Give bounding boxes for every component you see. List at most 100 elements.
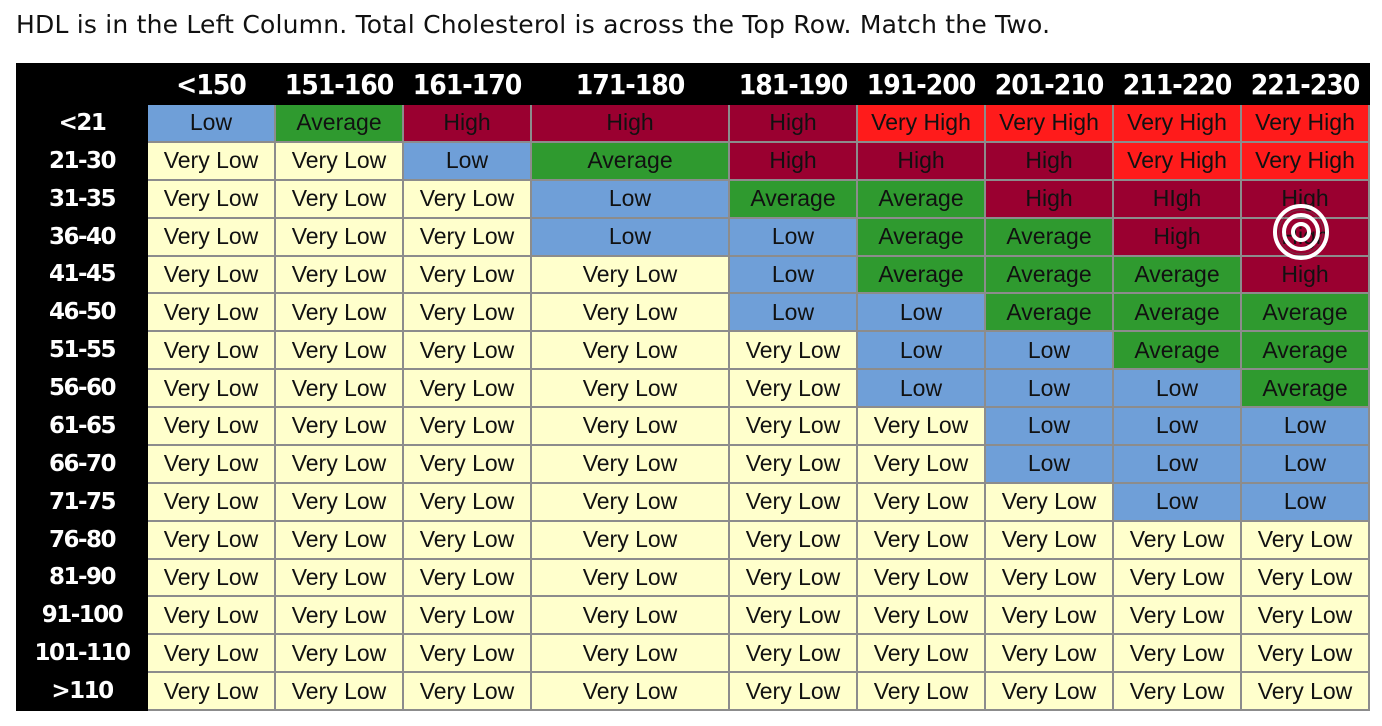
table-row: 101-110 Very Low Very Low Very Low Very Low V…	[16, 633, 1370, 674]
rating-cell: Very Low	[402, 443, 532, 484]
rating-cell: Very Low	[402, 633, 532, 674]
rating-cell: Average	[856, 216, 986, 257]
table-row: <21 Low Average High High High Very High Very H…	[16, 103, 1370, 143]
rating-cell: Very Low	[530, 557, 730, 598]
rating-cell: Average	[984, 254, 1114, 295]
rating-cell: Very Low	[146, 178, 276, 219]
rating-cell: Average	[984, 292, 1114, 333]
row-header: 61-65	[16, 406, 148, 446]
rating-cell: Very Low	[402, 216, 532, 257]
rating-cell: High	[1240, 178, 1370, 219]
rating-cell: Very Low	[402, 557, 532, 598]
rating-cell: Very Low	[402, 178, 532, 219]
rating-cell: Very Low	[728, 671, 858, 711]
rating-cell: Very Low	[274, 633, 404, 674]
rating-cell: Very Low	[274, 595, 404, 636]
rating-cell: High	[402, 103, 532, 143]
rating-cell: Very Low	[984, 557, 1114, 598]
rating-cell: Very Low	[146, 671, 276, 711]
table-row: >110 Very Low Very Low Very Low Very Low Very…	[16, 671, 1370, 711]
rating-cell: Very Low	[856, 406, 986, 446]
rating-cell: Very Low	[1240, 557, 1370, 598]
rating-cell: Very Low	[274, 481, 404, 522]
rating-cell: Very Low	[146, 557, 276, 598]
rating-cell: Very High	[1240, 140, 1370, 181]
rating-cell: Very Low	[274, 178, 404, 219]
table-row: 76-80 Very Low Very Low Very Low Very Low Ver…	[16, 519, 1370, 560]
rating-cell: Very Low	[274, 519, 404, 560]
rating-cell: Low	[1240, 406, 1370, 446]
row-header: 46-50	[16, 292, 148, 333]
rating-cell: Low	[984, 443, 1114, 484]
column-header: 161-170	[402, 63, 532, 105]
column-header: 151-160	[274, 63, 404, 105]
column-header: 171-180	[530, 63, 730, 105]
rating-cell: Very Low	[856, 595, 986, 636]
rating-cell: Low	[856, 368, 986, 408]
rating-cell: Very Low	[146, 216, 276, 257]
rating-cell: Very Low	[146, 368, 276, 408]
rating-cell: Very Low	[984, 481, 1114, 522]
row-header: 36-40	[16, 216, 148, 257]
rating-cell: Very Low	[728, 443, 858, 484]
header-row: <150 151-160 161-170 171-180 181-190 191-200 2…	[16, 63, 1370, 105]
rating-cell: Very Low	[856, 557, 986, 598]
rating-cell: Very Low	[402, 519, 532, 560]
rating-cell: Very Low	[146, 140, 276, 181]
rating-cell: Very Low	[728, 406, 858, 446]
rating-cell: Very Low	[1112, 557, 1242, 598]
rating-cell: Very Low	[402, 406, 532, 446]
rating-cell: High	[530, 103, 730, 143]
rating-cell: Very Low	[274, 443, 404, 484]
column-header: 181-190	[728, 63, 858, 105]
row-header: 51-55	[16, 330, 148, 371]
rating-cell: Very Low	[1240, 671, 1370, 711]
row-header: 91-100	[16, 595, 148, 636]
rating-cell: Very Low	[1240, 633, 1370, 674]
rating-cell: Average	[856, 254, 986, 295]
rating-cell: Very Low	[402, 671, 532, 711]
rating-cell: High	[984, 178, 1114, 219]
rating-cell: Average	[856, 178, 986, 219]
table-row: 81-90 Very Low Very Low Very Low Very Low Ver…	[16, 557, 1370, 598]
row-header: 66-70	[16, 443, 148, 484]
row-header: 76-80	[16, 519, 148, 560]
row-header: 56-60	[16, 368, 148, 408]
rating-cell: Very High	[1240, 103, 1370, 143]
table-row: 31-35 Very Low Very Low Very Low Low Average A…	[16, 178, 1370, 219]
table-row: 51-55 Very Low Very Low Very Low Very Low Ver…	[16, 330, 1370, 371]
rating-cell: Very Low	[1112, 595, 1242, 636]
rating-cell: Average	[1240, 330, 1370, 371]
rating-cell: Low	[1112, 481, 1242, 522]
rating-cell: Very Low	[146, 633, 276, 674]
rating-cell: Very Low	[530, 368, 730, 408]
rating-cell: Very Low	[146, 254, 276, 295]
rating-cell: Very Low	[984, 671, 1114, 711]
rating-cell: High	[1112, 216, 1242, 257]
table-row: 21-30 Very Low Very Low Low Average High High H…	[16, 140, 1370, 181]
rating-cell: Low	[728, 216, 858, 257]
rating-cell: Very Low	[530, 595, 730, 636]
rating-cell: Very Low	[728, 368, 858, 408]
rating-cell: Low	[1112, 406, 1242, 446]
rating-cell: High	[1240, 254, 1370, 295]
rating-cell: Very High	[984, 103, 1114, 143]
rating-cell: Very Low	[530, 292, 730, 333]
page-caption: HDL is in the Left Column. Total Cholest…	[16, 10, 1051, 39]
rating-cell: Very Low	[274, 368, 404, 408]
rating-cell: Very Low	[146, 519, 276, 560]
rating-cell: Very Low	[402, 481, 532, 522]
rating-cell: Very Low	[402, 595, 532, 636]
rating-cell: Low	[530, 216, 730, 257]
rating-cell: Very Low	[728, 330, 858, 371]
rating-cell: Average	[1240, 368, 1370, 408]
rating-cell: Very Low	[530, 481, 730, 522]
table-row: 91-100 Very Low Very Low Very Low Very Low Ve…	[16, 595, 1370, 636]
rating-cell: Very Low	[274, 330, 404, 371]
table-row: 46-50 Very Low Very Low Very Low Very Low Low…	[16, 292, 1370, 333]
table-row: 41-45 Very Low Very Low Very Low Very Low Low…	[16, 254, 1370, 295]
rating-cell: Very Low	[530, 330, 730, 371]
cholesterol-ratio-table: <150 151-160 161-170 171-180 181-190 191-200 2…	[16, 63, 1370, 711]
rating-cell: Low	[146, 103, 276, 143]
row-header: <21	[16, 103, 148, 143]
